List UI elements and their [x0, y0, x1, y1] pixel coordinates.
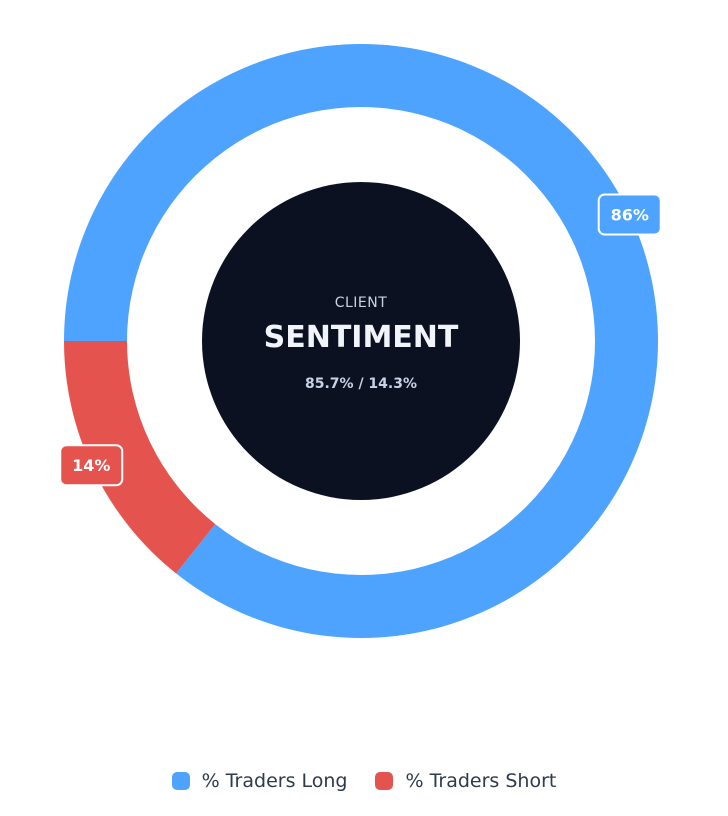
center-circle: [202, 182, 520, 500]
data-label-text: 14%: [72, 456, 110, 475]
legend-label-short: % Traders Short: [405, 770, 557, 792]
center-title: SENTIMENT: [264, 320, 459, 355]
legend-item-long[interactable]: % Traders Long: [171, 770, 348, 792]
legend-label-long: % Traders Long: [201, 770, 348, 792]
chart-legend: % Traders Long % Traders Short: [0, 770, 728, 792]
data-label-box: [59, 444, 124, 487]
slice-short[interactable]: [64, 341, 216, 574]
legend-swatch-long: [171, 772, 190, 790]
data-label-box: [597, 193, 662, 236]
data-label-short: 14%: [59, 444, 124, 487]
legend-swatch-short: [375, 772, 394, 790]
data-labels: 86% 14%: [59, 193, 662, 487]
legend-item-short[interactable]: % Traders Short: [375, 770, 556, 792]
sentiment-donut-chart: CLIENT SENTIMENT 85.7% / 14.3% 86% 14%: [59, 44, 662, 638]
donut-slices: [64, 44, 658, 638]
center-values: 85.7% / 14.3%: [305, 376, 417, 392]
data-label-long: 86%: [597, 193, 662, 236]
data-label-text: 86%: [611, 205, 649, 224]
center-subtitle: CLIENT: [335, 295, 388, 311]
